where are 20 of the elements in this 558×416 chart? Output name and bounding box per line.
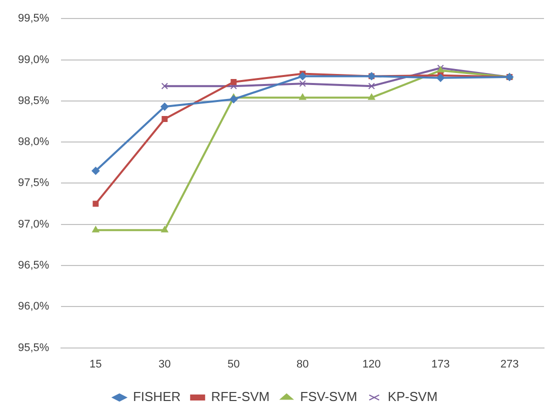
y-tick-label: 98,0%: [18, 136, 50, 148]
legend-label: RFE-SVM: [211, 389, 270, 404]
legend-label: FSV-SVM: [300, 389, 358, 404]
x-tick-label: 80: [296, 358, 309, 370]
x-tick-label: 120: [362, 358, 381, 370]
y-tick-label: 97,0%: [18, 218, 50, 230]
x-tick-label: 50: [227, 358, 240, 370]
y-tick-label: 96,0%: [18, 300, 50, 313]
y-tick-label: 99,0%: [18, 54, 50, 66]
legend-label: FISHER: [132, 389, 181, 404]
x-tick-label: 30: [158, 358, 171, 370]
y-tick-label: 95,5%: [18, 342, 50, 354]
y-tick-label: 97,5%: [18, 177, 50, 190]
legend-label: KP-SVM: [388, 389, 438, 404]
x-tick-label: 173: [431, 358, 450, 370]
y-tick-label: 96,5%: [18, 260, 50, 272]
y-tick-label: 99,5%: [18, 12, 50, 25]
y-tick-label: 98,5%: [18, 94, 50, 107]
x-tick-label: 15: [90, 358, 102, 370]
x-tick-label: 273: [500, 358, 519, 370]
